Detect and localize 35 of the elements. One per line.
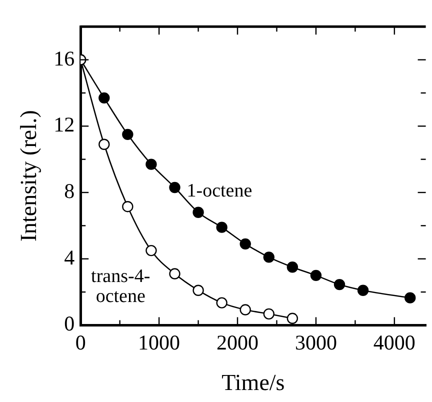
point: [98, 92, 110, 104]
point: [404, 292, 416, 304]
x-tick-label: 2000: [216, 330, 259, 354]
point: [122, 200, 134, 212]
point: [146, 158, 157, 170]
x-tick-label: 3000: [294, 330, 337, 354]
point: [169, 268, 180, 280]
point: [263, 308, 274, 320]
point: [122, 128, 134, 140]
y-tick-label: 4: [64, 245, 76, 270]
point: [286, 262, 298, 273]
point: [98, 138, 110, 150]
point: [146, 244, 157, 256]
x-tick-label: 1000: [138, 330, 180, 354]
point: [334, 278, 346, 290]
y-axis-title: Intensity (rel.): [16, 110, 41, 242]
y-tick-label: 16: [54, 46, 75, 70]
point: [192, 206, 204, 218]
point: [240, 304, 251, 316]
point: [286, 312, 298, 324]
x-axis-title: Time/s: [222, 370, 285, 396]
point: [240, 238, 251, 250]
point: [357, 284, 369, 296]
x-tick-label: 4000: [373, 330, 416, 354]
y-tick-label: 0: [64, 312, 75, 336]
point: [192, 284, 204, 296]
series-label: trans-4-octene: [91, 266, 150, 308]
series-label: 1-octene: [186, 180, 252, 202]
point: [216, 297, 228, 308]
point: [263, 252, 274, 263]
point: [169, 182, 180, 194]
y-tick-label: 8: [64, 179, 75, 204]
y-tick-label: 12: [54, 112, 75, 137]
point: [310, 270, 322, 282]
point: [216, 222, 228, 233]
